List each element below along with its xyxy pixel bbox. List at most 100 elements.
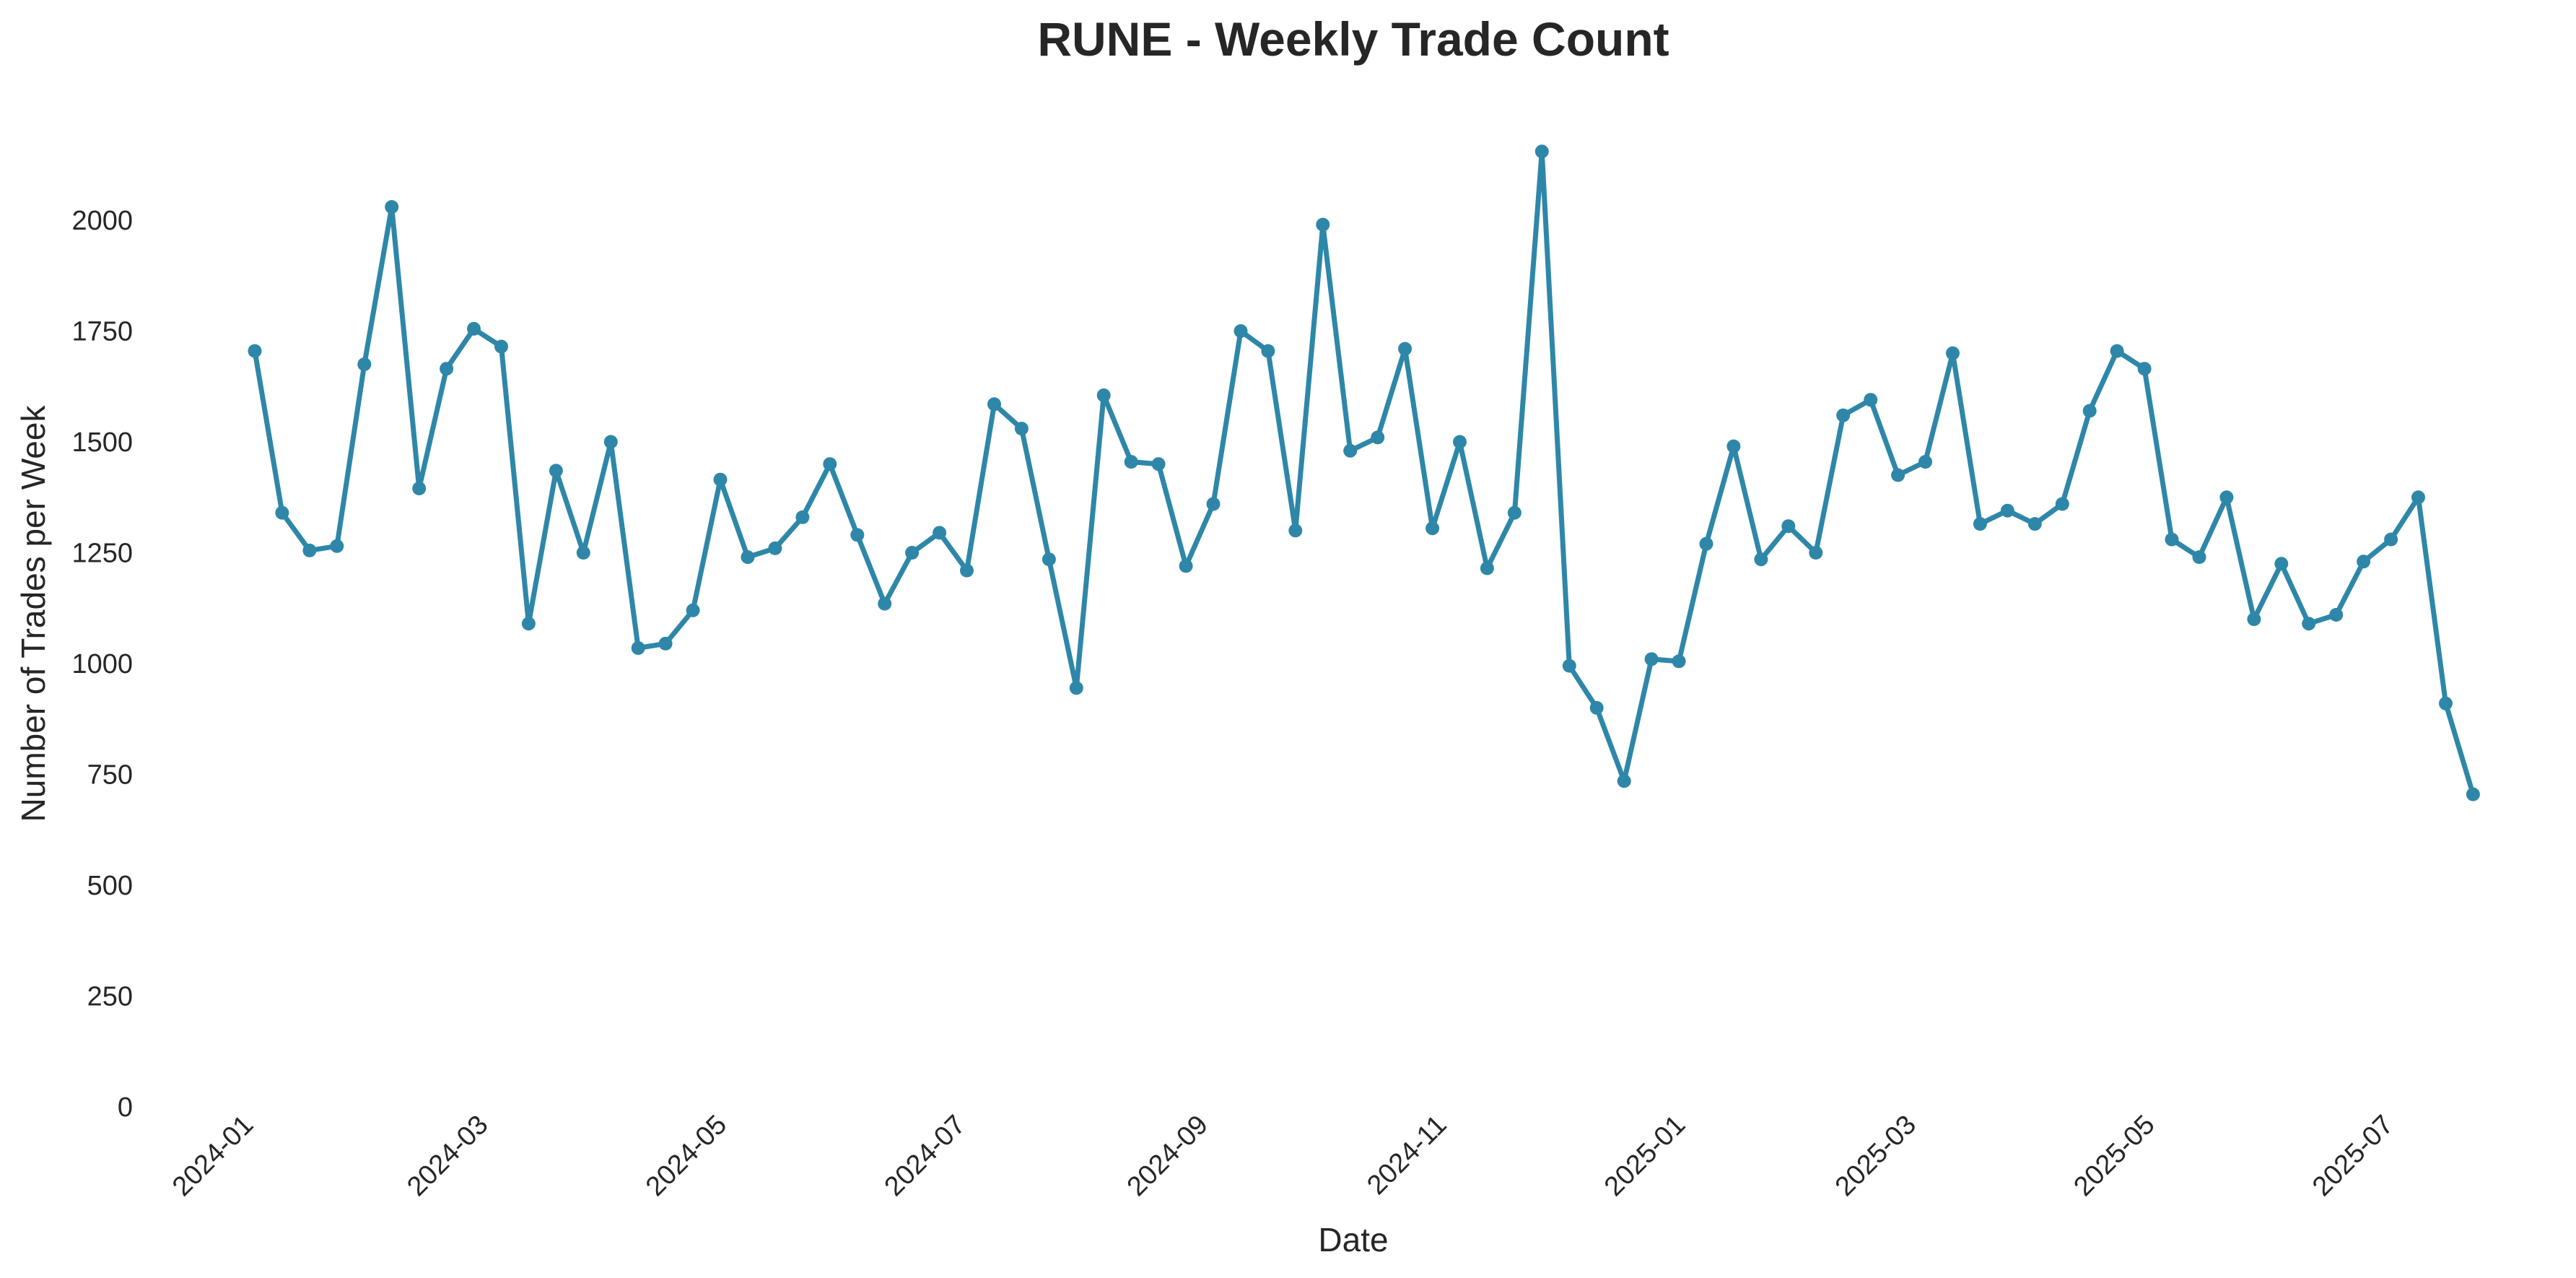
x-tick-label: 2024-03 (401, 1110, 494, 1202)
data-point (494, 339, 508, 354)
data-point (603, 435, 618, 449)
data-point (2247, 612, 2261, 627)
y-tick-label: 0 (118, 1092, 133, 1123)
data-point (1316, 217, 1330, 232)
data-point (1644, 652, 1659, 666)
x-tick-label: 2025-01 (1599, 1110, 1691, 1202)
data-point (412, 482, 427, 495)
y-axis-label: Number of Trades per Week (14, 405, 52, 822)
data-point (385, 200, 399, 214)
x-tick-label: 2024-05 (640, 1110, 733, 1202)
y-axis-ticks: 0 250 500 750 1000 1250 1500 1750 2000 (71, 206, 133, 1123)
data-point (576, 546, 590, 560)
data-point (1836, 408, 1851, 422)
data-point (1425, 521, 1440, 536)
data-point (2192, 550, 2206, 565)
data-point (933, 526, 947, 540)
y-tick-label: 500 (87, 871, 133, 901)
data-point (686, 603, 700, 617)
x-tick-label: 2024-09 (1122, 1110, 1214, 1202)
data-point (248, 344, 262, 358)
data-point (823, 457, 837, 471)
data-point (1864, 393, 1878, 407)
data-point (275, 505, 289, 520)
x-axis-label: Date (1318, 1221, 1388, 1259)
data-point (1617, 774, 1631, 788)
data-point (1672, 654, 1686, 669)
data-point (2027, 517, 2042, 531)
data-point (330, 539, 344, 553)
data-point (987, 397, 1001, 412)
data-point (960, 563, 974, 578)
data-point (1754, 552, 1768, 567)
data-point (1179, 559, 1193, 573)
data-point (1699, 536, 1713, 551)
x-axis-ticks: 2024-01 2024-03 2024-05 2024-07 2024-09 2024-… (167, 1110, 2399, 1202)
data-point (1918, 455, 1932, 469)
data-point (357, 357, 372, 371)
data-point (1151, 457, 1166, 471)
series-line (252, 149, 2476, 797)
data-point (1096, 388, 1111, 402)
data-point (1288, 523, 1303, 538)
x-tick-label: 2024-11 (1361, 1110, 1452, 1201)
data-point (658, 636, 673, 651)
data-point (1809, 546, 1823, 560)
data-point (440, 362, 454, 376)
x-tick-label: 2025-05 (2068, 1110, 2160, 1202)
data-point (2274, 557, 2289, 571)
data-point (1891, 468, 1905, 482)
data-point (2137, 362, 2152, 376)
data-point (631, 641, 645, 655)
data-point (2411, 490, 2425, 505)
x-tick-label: 2025-03 (1830, 1110, 1922, 1202)
data-point (2165, 532, 2179, 547)
y-tick-label: 250 (87, 982, 133, 1012)
data-point (1480, 561, 1494, 575)
data-point (1946, 346, 1960, 360)
y-tick-label: 1250 (71, 539, 133, 569)
y-tick-label: 1750 (71, 317, 133, 347)
x-tick-label: 2024-07 (879, 1110, 972, 1202)
data-point (549, 464, 563, 478)
data-point (878, 596, 892, 611)
data-point (2439, 696, 2453, 710)
series-group (248, 144, 2480, 801)
data-point (1973, 517, 1987, 531)
data-point (1534, 144, 1549, 159)
y-tick-label: 750 (87, 760, 133, 791)
y-tick-label: 1000 (71, 649, 133, 679)
data-point (850, 528, 865, 542)
data-point (1507, 505, 1521, 520)
data-point (1206, 497, 1221, 511)
data-point (1453, 435, 1467, 449)
data-point (1042, 552, 1056, 567)
data-point (2466, 787, 2480, 801)
data-point (1589, 700, 1604, 715)
data-point (1371, 430, 1385, 445)
data-point (2110, 344, 2124, 358)
data-point (2384, 532, 2398, 547)
data-point (1726, 439, 1741, 453)
data-point (1014, 422, 1029, 436)
data-point (2357, 555, 2371, 569)
y-tick-label: 1500 (71, 427, 133, 458)
data-point (741, 550, 755, 565)
data-point (1124, 455, 1138, 469)
data-point (1398, 342, 1413, 356)
data-point (2082, 404, 2097, 418)
data-point (905, 546, 920, 560)
data-point (302, 543, 317, 557)
data-point (795, 510, 810, 524)
data-point (768, 541, 782, 555)
data-point (2055, 497, 2069, 511)
data-point (1781, 519, 1796, 534)
data-point (1261, 344, 1275, 358)
y-tick-label: 2000 (71, 206, 133, 236)
data-point (1234, 324, 1248, 338)
data-point (2219, 490, 2234, 505)
data-point (467, 321, 481, 336)
data-point (2000, 503, 2014, 518)
x-tick-label: 2025-07 (2307, 1110, 2399, 1202)
